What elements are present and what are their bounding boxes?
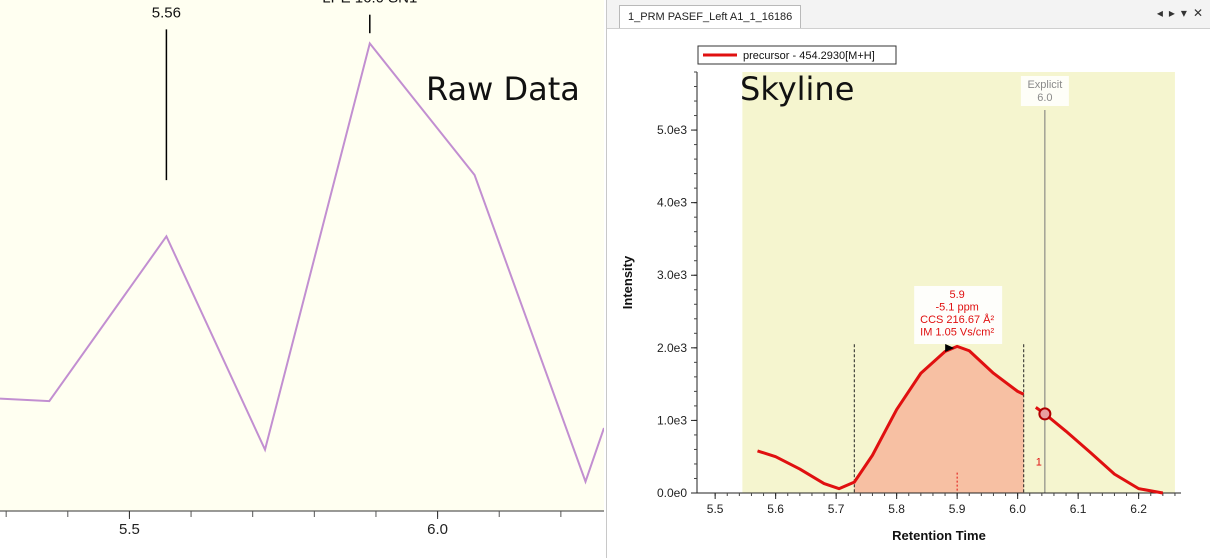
- y-tick-label: 0.0e0: [657, 486, 687, 500]
- y-tick-label: 1.0e3: [657, 413, 687, 427]
- skyline-chart: Explicit6.00.0e01.0e32.0e33.0e34.0e35.0e…: [620, 45, 1181, 543]
- peak-label-box: [914, 286, 1003, 344]
- x-tick-label: 6.0: [1009, 502, 1026, 516]
- scroll-right-icon[interactable]: ▸: [1168, 6, 1175, 20]
- x-tick-label: 6.0: [427, 521, 448, 538]
- peak-label-text: CCS 216.67 Å²: [920, 313, 994, 326]
- skyline-panel: 1_PRM PASEF_Left A1_1_16186 ◂ ▸ ▾ ✕ Expl…: [606, 0, 1210, 558]
- x-tick-label: 5.8: [888, 502, 905, 516]
- close-icon[interactable]: ✕: [1192, 6, 1203, 20]
- x-tick-label: 6.1: [1070, 502, 1087, 516]
- y-tick-label: 3.0e3: [657, 268, 687, 282]
- legend-label: precursor - 454.2930[M+H]: [743, 50, 875, 62]
- precursor-trace: [757, 344, 1025, 491]
- peak-rank-label: 1: [1036, 456, 1042, 468]
- axis-strip: [0, 511, 604, 558]
- x-tick-label: 6.2: [1130, 502, 1147, 516]
- x-tick-label: 5.7: [828, 502, 845, 516]
- x-tick-label: 5.5: [707, 502, 724, 516]
- y-tick-label: 4.0e3: [657, 196, 687, 210]
- x-tick-label: 5.9: [949, 502, 966, 516]
- y-tick-label: 2.0e3: [657, 341, 687, 355]
- peak-label-text: -5.1 ppm: [935, 302, 978, 314]
- y-tick-label: 5.0e3: [657, 123, 687, 137]
- x-axis-title: Retention Time: [892, 528, 986, 543]
- raw-data-chart: 5.5 6.0 5.56 LPE 16:0 SN1: [0, 0, 604, 558]
- dropdown-icon[interactable]: ▾: [1180, 6, 1187, 20]
- legend: precursor - 454.2930[M+H]: [697, 45, 897, 65]
- raw-data-panel: 5.5 6.0 5.56 LPE 16:0 SN1 Raw Data: [0, 0, 604, 558]
- scroll-left-icon[interactable]: ◂: [1156, 6, 1163, 20]
- explicit-marker: [1038, 407, 1052, 421]
- raw-trace-line: [0, 41, 604, 485]
- peak-pointer-icon: [945, 344, 955, 352]
- annotation-label: 5.56: [152, 4, 181, 21]
- y-axis-title: Intensity: [620, 255, 635, 309]
- skyline-label: Skyline: [740, 70, 855, 108]
- integrated-peak-area: [854, 346, 1024, 493]
- peak-label-text: IM 1.05 Vs/cm²: [920, 327, 994, 339]
- chromatogram-tab[interactable]: 1_PRM PASEF_Left A1_1_16186: [619, 5, 802, 28]
- legend-box: [697, 45, 897, 65]
- tab-controls: ◂ ▸ ▾ ✕: [1157, 6, 1203, 20]
- x-tick-label: 5.5: [119, 521, 140, 538]
- raw-data-label: Raw Data: [426, 70, 580, 108]
- explicit-label-box: [1020, 76, 1069, 106]
- peak-label-text: 5.9: [950, 289, 965, 301]
- explicit-label-text: 6.0: [1037, 92, 1052, 104]
- explicit-label-text: Explicit: [1027, 79, 1062, 91]
- tab-strip: 1_PRM PASEF_Left A1_1_16186 ◂ ▸ ▾ ✕: [607, 0, 1210, 29]
- annotation-label: LPE 16:0 SN1: [322, 0, 417, 7]
- x-tick-label: 5.6: [767, 502, 784, 516]
